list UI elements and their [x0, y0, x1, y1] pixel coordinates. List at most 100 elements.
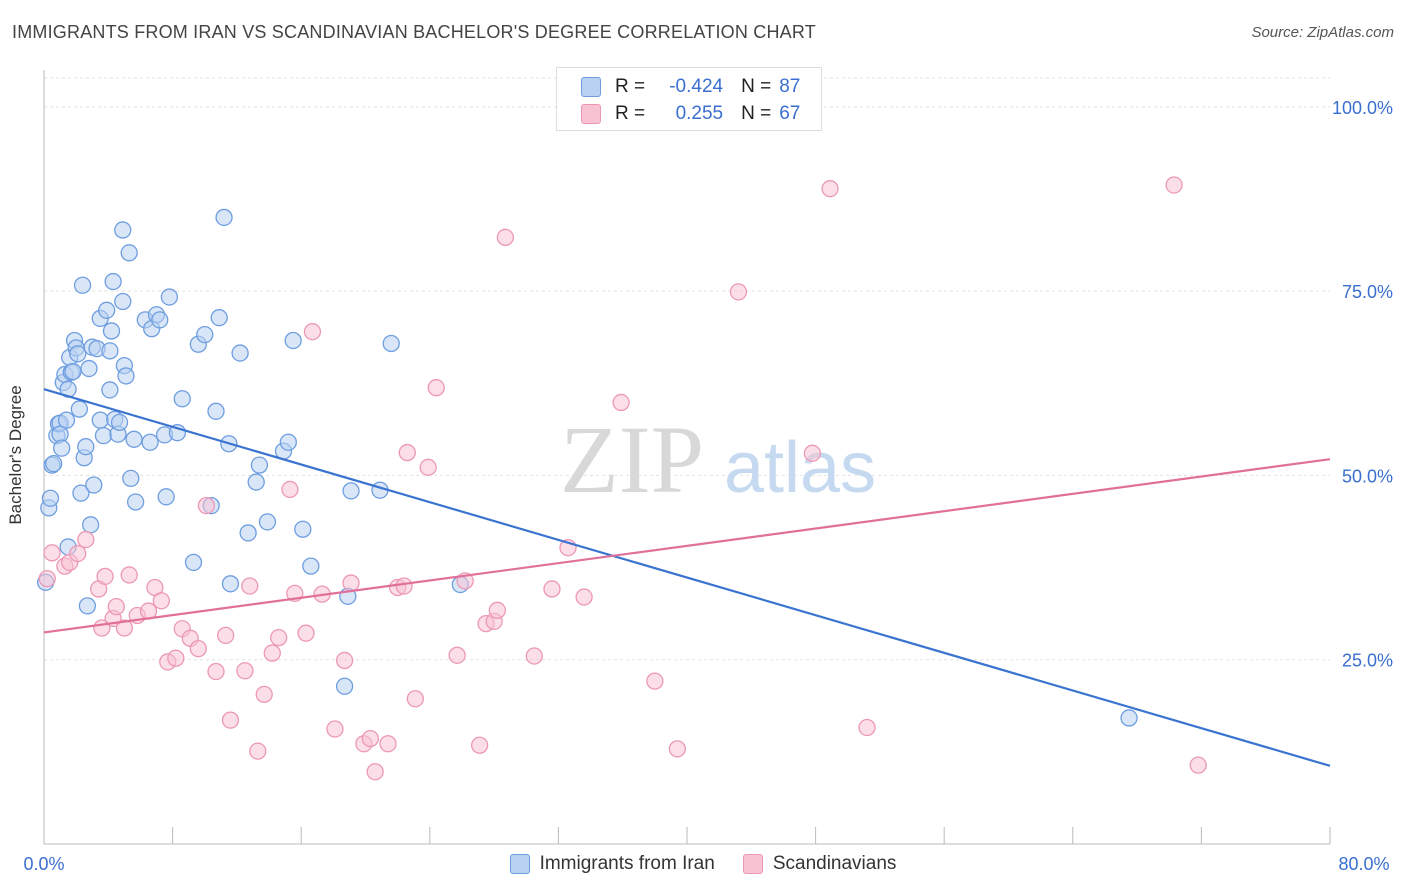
data-point: [73, 276, 92, 294]
series-iran-points: [36, 208, 1138, 727]
legend-label-iran: Immigrants from Iran: [539, 853, 715, 874]
data-point: [94, 426, 113, 445]
data-point: [668, 740, 687, 758]
data-point: [236, 662, 254, 680]
data-point: [379, 735, 397, 753]
data-point: [361, 729, 379, 748]
x-tick-label: 0.0%: [23, 854, 64, 874]
data-point: [419, 458, 437, 476]
watermark: ZIP atlas: [560, 406, 876, 513]
data-point: [398, 443, 416, 462]
trend-lines: [43, 388, 1331, 767]
watermark-zip: ZIP: [560, 406, 704, 513]
data-point: [122, 469, 140, 488]
data-point: [297, 624, 315, 642]
data-point: [53, 439, 71, 457]
data-point: [117, 367, 135, 385]
data-point: [69, 544, 87, 563]
data-point: [120, 244, 138, 262]
legend-swatch-pink: [742, 854, 763, 874]
data-point: [221, 575, 240, 593]
trend-line-iran: [43, 388, 1331, 767]
data-point: [151, 311, 169, 329]
data-point: [302, 557, 320, 575]
data-point: [1189, 756, 1207, 774]
data-point: [189, 640, 207, 658]
data-point: [120, 566, 138, 584]
r-label: R =: [615, 103, 646, 124]
data-point: [157, 488, 175, 506]
chart-title: IMMIGRANTS FROM IRAN VS SCANDINAVIAN BAC…: [12, 22, 816, 42]
watermark-atlas: atlas: [724, 428, 876, 508]
data-point: [102, 322, 121, 340]
data-point: [303, 323, 322, 341]
legend-label-scandinavians: Scandinavians: [772, 853, 897, 874]
data-point: [184, 553, 203, 572]
data-point: [803, 444, 822, 462]
data-point: [152, 592, 170, 610]
data-point: [335, 677, 354, 695]
data-point: [167, 649, 185, 667]
data-point: [78, 597, 97, 615]
data-point: [216, 626, 235, 645]
data-point: [77, 530, 95, 549]
data-point: [72, 484, 90, 502]
data-point: [335, 651, 354, 670]
data-point: [81, 516, 100, 534]
data-point: [207, 402, 225, 420]
data-point: [326, 720, 344, 738]
chart-source: Source: ZipAtlas.com: [1251, 24, 1394, 41]
data-point: [57, 411, 76, 429]
r-value: -0.424: [669, 76, 724, 97]
data-point: [406, 690, 424, 708]
data-point: [281, 480, 299, 499]
series-legend: Immigrants from Iran Scandinavians: [0, 852, 1406, 876]
data-point: [247, 473, 265, 491]
data-point: [126, 493, 145, 511]
data-point: [258, 513, 277, 531]
data-point: [427, 379, 445, 397]
n-value: 67: [779, 103, 801, 124]
data-point: [366, 763, 384, 781]
n-label: N =: [741, 76, 772, 97]
data-point: [70, 400, 89, 418]
data-point: [77, 438, 95, 456]
data-points: [36, 176, 1207, 781]
data-point: [1165, 176, 1183, 194]
data-point: [41, 489, 60, 507]
series-scandinavians-points: [38, 176, 1207, 781]
data-point: [197, 497, 216, 515]
data-point: [239, 524, 257, 542]
data-point: [382, 334, 400, 353]
data-point: [91, 411, 109, 429]
legend-item-scandinavians[interactable]: Scandinavians: [742, 853, 897, 875]
data-point: [342, 574, 360, 592]
legend-item-iran[interactable]: Immigrants from Iran: [509, 853, 715, 875]
data-point: [729, 283, 748, 301]
data-point: [101, 342, 119, 360]
data-point: [543, 580, 561, 598]
data-point: [38, 569, 56, 588]
legend-row-iran: R = -0.424 N = 87: [581, 75, 800, 99]
data-point: [496, 228, 515, 246]
data-point: [125, 430, 143, 448]
axes: [43, 70, 1331, 845]
data-point: [104, 272, 122, 291]
data-point: [114, 221, 132, 239]
data-point: [488, 601, 506, 619]
data-point: [141, 433, 159, 451]
data-point: [448, 646, 466, 664]
y-tick-label: 100.0%: [1332, 98, 1393, 118]
data-point: [69, 345, 87, 363]
r-label: R =: [615, 76, 646, 97]
data-point: [646, 672, 664, 690]
data-point: [114, 292, 132, 311]
data-point: [85, 476, 103, 494]
data-point: [173, 390, 191, 408]
data-point: [210, 309, 228, 327]
data-point: [342, 482, 360, 500]
data-point: [470, 736, 489, 754]
y-tick-label: 25.0%: [1342, 651, 1393, 671]
r-value: 0.255: [675, 103, 724, 124]
